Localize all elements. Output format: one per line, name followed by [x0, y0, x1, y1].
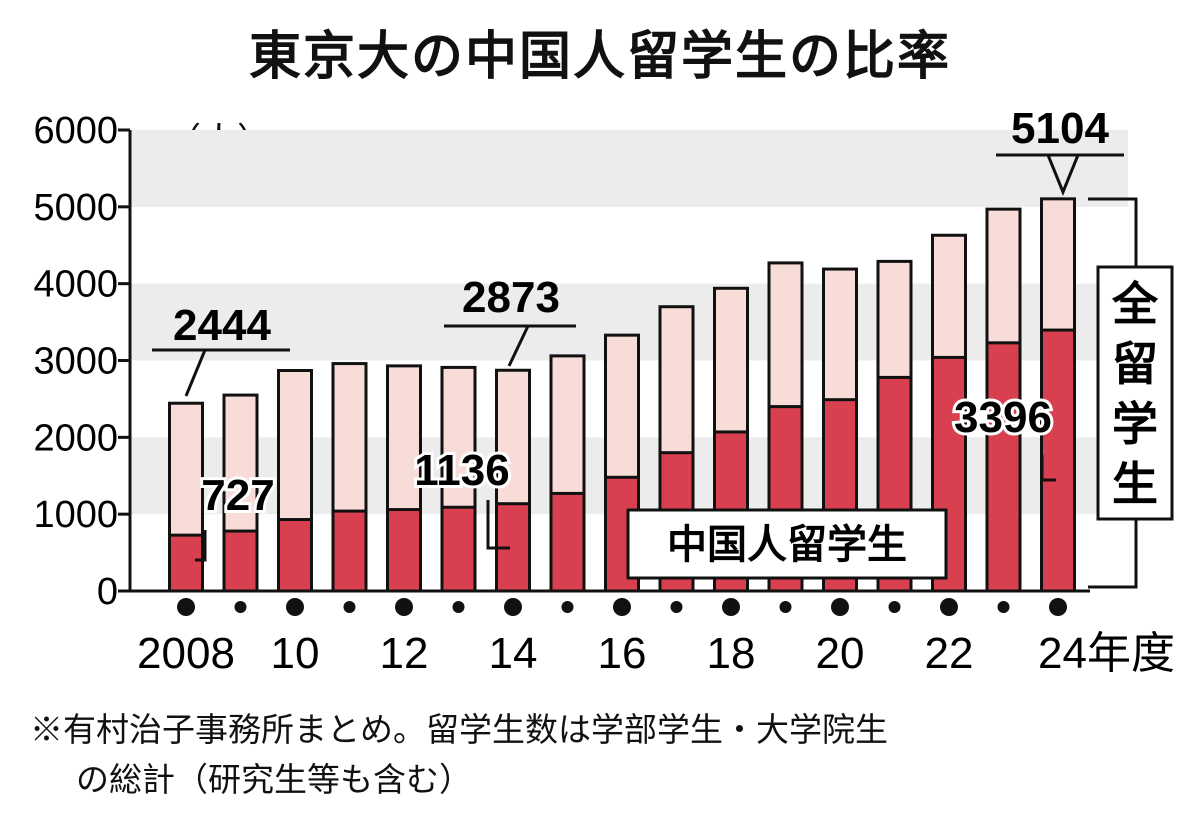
year-dot [504, 598, 522, 616]
year-dot [940, 598, 958, 616]
legend-total-char: 全 [1111, 277, 1159, 331]
x-tick-label: 16 [598, 629, 647, 678]
bar-chinese [987, 343, 1020, 591]
callout-2014-chinese: 1136 [414, 446, 509, 495]
callout-2024-chinese: 3396 [954, 393, 1052, 442]
year-dot [1049, 598, 1067, 616]
x-tick-label: 24年度 [1038, 629, 1175, 678]
x-axis: 2008 10 12 14 16 18 20 22 24年度 [137, 629, 1175, 678]
y-tick-label: 1000 [33, 494, 118, 536]
year-dot [831, 598, 849, 616]
year-dot [722, 598, 740, 616]
y-tick-label: 2000 [33, 417, 118, 459]
y-tick-label: 6000 [33, 110, 118, 152]
bar-chinese [224, 531, 257, 591]
year-dot [889, 601, 901, 613]
x-tick-label: 22 [925, 629, 974, 678]
year-dot [780, 601, 792, 613]
y-tick-label: 3000 [33, 341, 118, 383]
year-dot [998, 601, 1010, 613]
legend-total-char: 留 [1112, 337, 1158, 391]
x-tick-label: 20 [816, 629, 865, 678]
year-dot [395, 598, 413, 616]
source-note-line2: の総計（研究生等も含む） [30, 755, 1190, 805]
y-tick-label: 5000 [33, 187, 118, 229]
year-dot [562, 601, 574, 613]
grid-band [130, 130, 1128, 207]
bar-chart: 0 1000 2000 3000 4000 5000 6000 2008 10 12 14 16 18… [0, 0, 1200, 700]
x-tick-label: 14 [489, 629, 538, 678]
year-dot [453, 601, 465, 613]
bar-chinese [551, 493, 584, 591]
x-tick-label: 2008 [137, 629, 235, 678]
y-tick-label: 4000 [33, 264, 118, 306]
year-dot [671, 601, 683, 613]
bar-chinese [279, 520, 312, 591]
bar-chinese [442, 507, 475, 591]
year-dots [177, 598, 1067, 616]
bar-chinese [170, 535, 203, 591]
x-tick-label: 18 [707, 629, 756, 678]
callout-2024-total: 5104 [1011, 104, 1109, 153]
year-dot [286, 598, 304, 616]
bar-chinese [333, 511, 366, 591]
source-note-line1: ※有村治子事務所まとめ。留学生数は学部学生・大学院生 [30, 710, 888, 749]
legend-total-char: 学 [1112, 397, 1158, 451]
year-dot [613, 598, 631, 616]
legend-chinese-label: 中国人留学生 [667, 522, 907, 568]
x-tick-label: 10 [271, 629, 320, 678]
callout-2008-total: 2444 [173, 301, 271, 350]
legend-total-char: 生 [1112, 457, 1158, 511]
x-tick-label: 12 [380, 629, 429, 678]
callout-2008-chinese: 727 [201, 471, 274, 520]
bar-chinese [388, 510, 421, 591]
callout-2014-total: 2873 [462, 273, 560, 322]
bar-chinese [1042, 330, 1075, 591]
year-dot [177, 598, 195, 616]
year-dot [235, 601, 247, 613]
source-note: ※有村治子事務所まとめ。留学生数は学部学生・大学院生 の総計（研究生等も含む） [30, 705, 1190, 805]
year-dot [344, 601, 356, 613]
y-tick-label: 0 [97, 571, 118, 613]
